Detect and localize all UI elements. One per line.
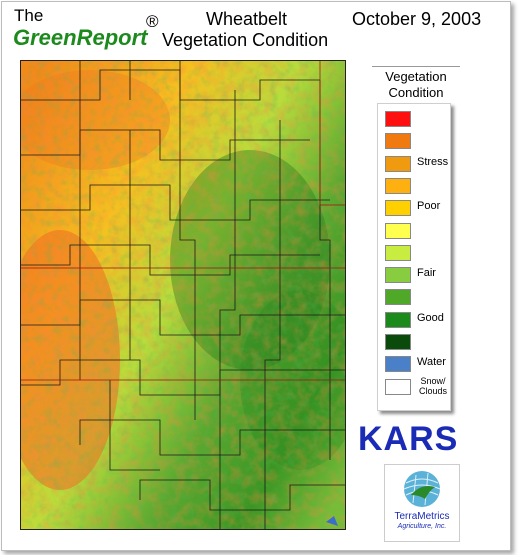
water-body [326, 516, 338, 526]
legend-swatch [385, 222, 411, 239]
title-line2: Vegetation Condition [162, 30, 329, 50]
legend-title-line2: Condition [388, 85, 444, 100]
company-name: TerraMetrics [394, 511, 450, 522]
registered-mark: ® [146, 12, 159, 31]
legend-label: Water [417, 356, 446, 369]
legend-label: Stress [417, 155, 449, 168]
legend-swatch [385, 177, 411, 194]
legend-swatch [385, 334, 411, 350]
the-label: The [14, 6, 44, 25]
greenreport-brand: GreenReport [13, 25, 148, 50]
legend-label: Poor [417, 200, 441, 213]
legend-swatch [385, 311, 411, 328]
state-boundary [20, 60, 346, 381]
globe-icon [403, 471, 441, 507]
legend-swatch [385, 244, 411, 261]
legend-swatch [385, 267, 411, 284]
title-line1: Wheatbelt [206, 9, 288, 29]
company-subtitle: Agriculture, Inc. [397, 523, 447, 530]
kars-logo-text: KARS [358, 420, 459, 458]
legend-label: Snow/ Clouds [418, 375, 447, 396]
legend-swatch [385, 111, 411, 127]
legend-swatch [385, 133, 411, 150]
map-outline [20, 60, 346, 530]
legend-label: Fair [417, 267, 436, 280]
legend-title-line1: Vegetation [385, 69, 447, 84]
county-boundaries [20, 60, 346, 530]
legend-swatch [385, 378, 411, 395]
legend-title: Vegetation Condition [372, 66, 460, 101]
legend-label: Good [417, 311, 444, 324]
terrametrics-logo: TerraMetrics Agriculture, Inc. [384, 464, 460, 542]
vegetation-map [20, 60, 346, 530]
report-date: October 9, 2003 [352, 9, 482, 29]
legend-swatch [385, 155, 411, 172]
legend-swatch [385, 200, 411, 217]
texture-green [20, 60, 346, 530]
legend-swatch [385, 356, 411, 373]
legend: Stress Poor Fair Good Water Snow/ Clouds [377, 103, 451, 411]
legend-swatch [385, 289, 411, 306]
